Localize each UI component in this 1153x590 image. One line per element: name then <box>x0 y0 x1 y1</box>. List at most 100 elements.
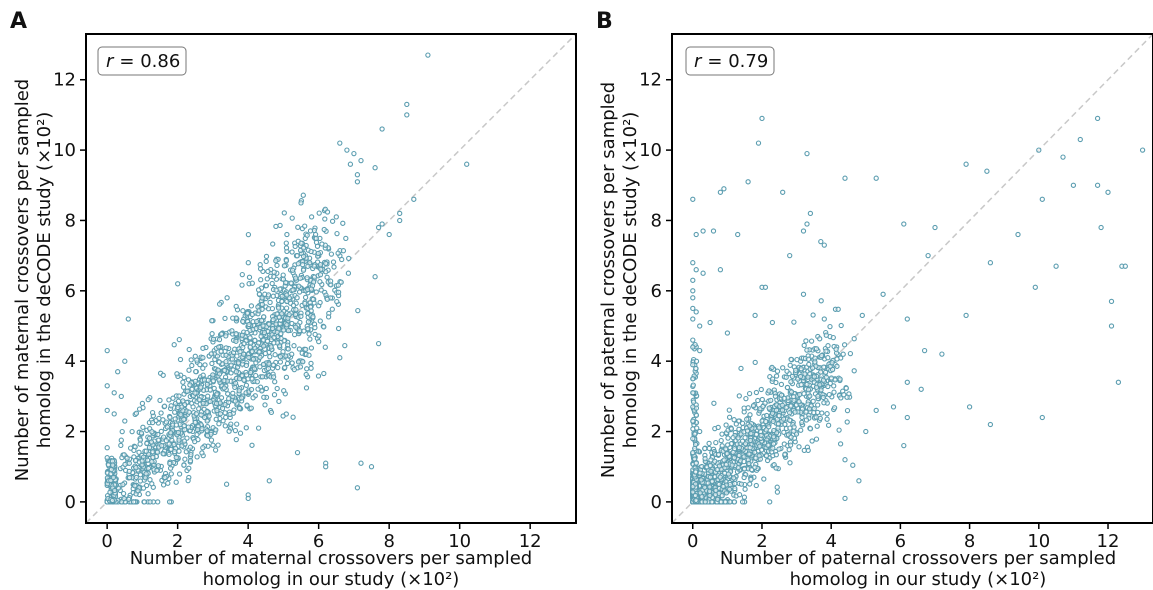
data-point <box>212 447 219 453</box>
data-point <box>254 379 260 385</box>
data-point <box>137 478 144 484</box>
data-point <box>770 434 777 440</box>
data-point <box>890 404 897 410</box>
data-point <box>248 303 255 309</box>
data-point <box>194 431 200 438</box>
data-point <box>796 391 803 398</box>
data-point <box>254 318 260 325</box>
data-point <box>731 417 737 423</box>
data-point <box>841 392 847 398</box>
data-point <box>932 224 938 231</box>
data-point <box>805 374 811 380</box>
data-point <box>213 400 220 407</box>
data-point <box>177 356 184 363</box>
data-point <box>1077 136 1083 143</box>
data-point <box>717 189 724 195</box>
data-point <box>271 340 277 346</box>
panel-letter-b: B <box>596 9 613 34</box>
data-point <box>281 210 287 216</box>
data-point <box>133 465 139 471</box>
data-point <box>283 279 289 286</box>
x-axis-ticks: 0 2 4 6 8 10 12 <box>101 523 542 552</box>
data-point <box>262 402 268 408</box>
data-point <box>316 210 322 216</box>
data-point <box>741 458 747 465</box>
data-point <box>305 326 311 332</box>
data-point <box>263 282 270 289</box>
data-point <box>216 344 222 350</box>
data-point <box>293 307 299 313</box>
data-point <box>171 441 177 448</box>
data-point <box>210 378 216 384</box>
data-point <box>218 395 225 401</box>
data-point <box>831 405 838 411</box>
data-point <box>137 437 144 443</box>
data-point <box>710 228 717 234</box>
data-point <box>168 446 174 452</box>
data-point <box>166 397 172 403</box>
data-point <box>271 392 278 398</box>
data-point <box>812 359 818 365</box>
data-point <box>240 351 247 357</box>
data-point <box>298 313 304 319</box>
data-point <box>323 464 329 470</box>
data-point <box>347 161 354 167</box>
data-point <box>122 358 128 364</box>
data-point <box>771 427 777 434</box>
data-point <box>690 196 696 202</box>
data-point <box>187 444 194 450</box>
data-point <box>173 422 180 428</box>
data-point <box>963 312 969 319</box>
data-point <box>801 447 807 454</box>
data-point <box>198 384 204 390</box>
data-point <box>805 356 812 362</box>
data-point <box>368 464 375 470</box>
data-point <box>308 345 315 351</box>
data-point <box>290 287 296 293</box>
data-point <box>842 495 848 502</box>
data-point <box>243 362 250 369</box>
data-point <box>168 430 174 436</box>
data-point <box>841 342 848 348</box>
data-point <box>692 445 698 452</box>
data-point <box>182 427 188 433</box>
data-point <box>277 359 284 365</box>
x-tick-label: 0 <box>101 531 112 552</box>
data-point <box>269 305 276 312</box>
data-point <box>821 400 827 406</box>
data-point <box>722 470 728 476</box>
data-point <box>289 267 296 273</box>
data-point <box>166 441 172 447</box>
data-point <box>766 388 772 394</box>
data-point <box>247 335 253 341</box>
data-point <box>276 314 282 320</box>
data-point <box>1139 147 1146 153</box>
data-point <box>160 434 167 440</box>
data-point <box>291 343 297 349</box>
data-point <box>717 474 723 480</box>
data-point <box>726 414 733 420</box>
data-point <box>759 115 765 122</box>
data-point <box>182 456 188 462</box>
data-point <box>345 270 352 276</box>
data-point <box>725 442 731 448</box>
data-point <box>1060 154 1066 160</box>
data-point <box>222 367 228 374</box>
data-point <box>279 298 285 305</box>
data-point <box>386 231 392 238</box>
data-point <box>720 483 726 490</box>
data-point <box>796 444 802 450</box>
data-point <box>179 443 185 449</box>
data-point <box>104 347 110 354</box>
data-point <box>808 338 815 344</box>
data-point <box>249 348 255 355</box>
data-point <box>247 369 254 376</box>
data-point <box>787 425 793 431</box>
data-point <box>266 361 272 367</box>
correlation-box-frame <box>97 46 187 76</box>
data-point <box>165 480 171 486</box>
data-point <box>197 361 203 368</box>
data-point <box>200 355 206 361</box>
data-point <box>252 337 258 344</box>
data-point <box>210 372 216 378</box>
